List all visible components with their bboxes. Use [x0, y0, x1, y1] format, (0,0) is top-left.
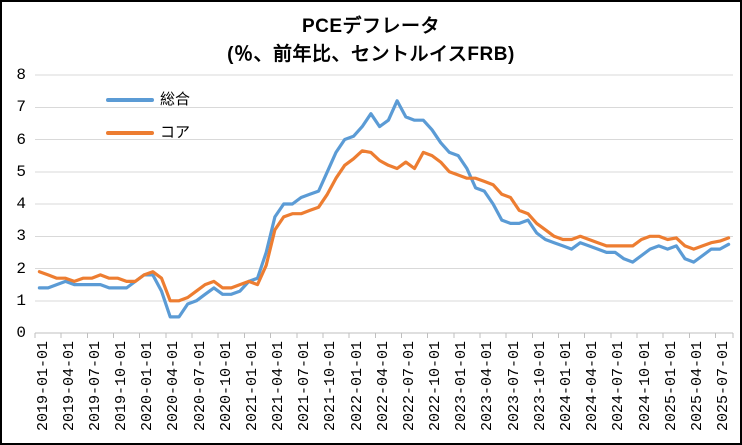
legend-item-total: 総合: [106, 92, 190, 108]
series-line-total: [37, 99, 731, 319]
x-axis-line: [34, 332, 734, 338]
x-axis-tick-label: 2021-07-01: [296, 341, 314, 432]
x-axis-tick-label: 2023-01-01: [453, 341, 471, 432]
x-axis-tick-label: 2021-04-01: [270, 341, 288, 432]
legend-swatch-total: [106, 98, 154, 102]
y-axis-tick-label: 7: [16, 98, 26, 117]
x-axis-tick-label: 2025-04-01: [688, 341, 706, 432]
x-axis-tick-label: 2022-07-01: [400, 341, 418, 432]
x-axis-tick-label: 2021-10-01: [322, 341, 340, 432]
x-axis-tick-label: 2024-10-01: [636, 341, 654, 432]
y-axis-tick-label: 5: [16, 162, 26, 181]
x-axis-tick-label: 2022-10-01: [427, 341, 445, 432]
x-axis-tick-label: 2019-10-01: [113, 341, 131, 432]
x-axis-tick-label: 2022-04-01: [374, 341, 392, 432]
x-axis-tick-label: 2025-01-01: [662, 341, 680, 432]
x-axis-tick-label: 2024-04-01: [584, 341, 602, 432]
y-axis-tick-label: 6: [16, 130, 26, 149]
x-axis-tick-label: 2021-01-01: [243, 341, 261, 432]
x-axis-tick-label: 2020-10-01: [217, 341, 235, 432]
y-axis-tick-label: 8: [16, 66, 26, 84]
gridlines: [35, 74, 733, 302]
legend-label-total: 総合: [160, 91, 191, 108]
legend-swatch-core: [106, 131, 154, 135]
x-axis-tick-label: 2024-01-01: [558, 341, 575, 432]
x-axis-tick-label: 2023-07-01: [505, 341, 523, 432]
y-axis-tick-label: 0: [16, 324, 26, 342]
x-axis-tick-label: 2019-01-01: [34, 341, 52, 432]
x-axis-tick-label: 2024-07-01: [610, 341, 628, 432]
y-axis-tick-label: 3: [16, 227, 26, 246]
legend-item-core: コア: [106, 125, 190, 141]
x-axis-tick-label: 2022-01-01: [348, 341, 366, 432]
x-axis-tick-label: 2020-01-01: [139, 341, 157, 432]
chart-title-line1: PCEデフレータ: [301, 16, 441, 37]
x-axis-tick-label: 2023-04-01: [479, 341, 497, 432]
y-axis-tick-label: 1: [16, 291, 26, 310]
x-axis-tick-label: 2020-04-01: [165, 341, 183, 432]
y-axis-tick-label: 4: [16, 195, 26, 213]
x-axis-tick-label: 2019-04-01: [60, 341, 78, 432]
series-line-core: [37, 149, 731, 303]
x-axis-tick-label: 2020-07-01: [191, 341, 209, 432]
x-axis-tick-label: 2023-10-01: [531, 341, 549, 432]
chart-title-line2: (％、前年比、セントルイスFRB): [227, 44, 515, 65]
y-axis-tick-label: 2: [16, 259, 26, 278]
x-axis-tick-label: 2025-07-01: [715, 341, 733, 432]
legend-label-core: コア: [160, 124, 191, 141]
x-axis-tick-label: 2019-07-01: [86, 341, 104, 432]
